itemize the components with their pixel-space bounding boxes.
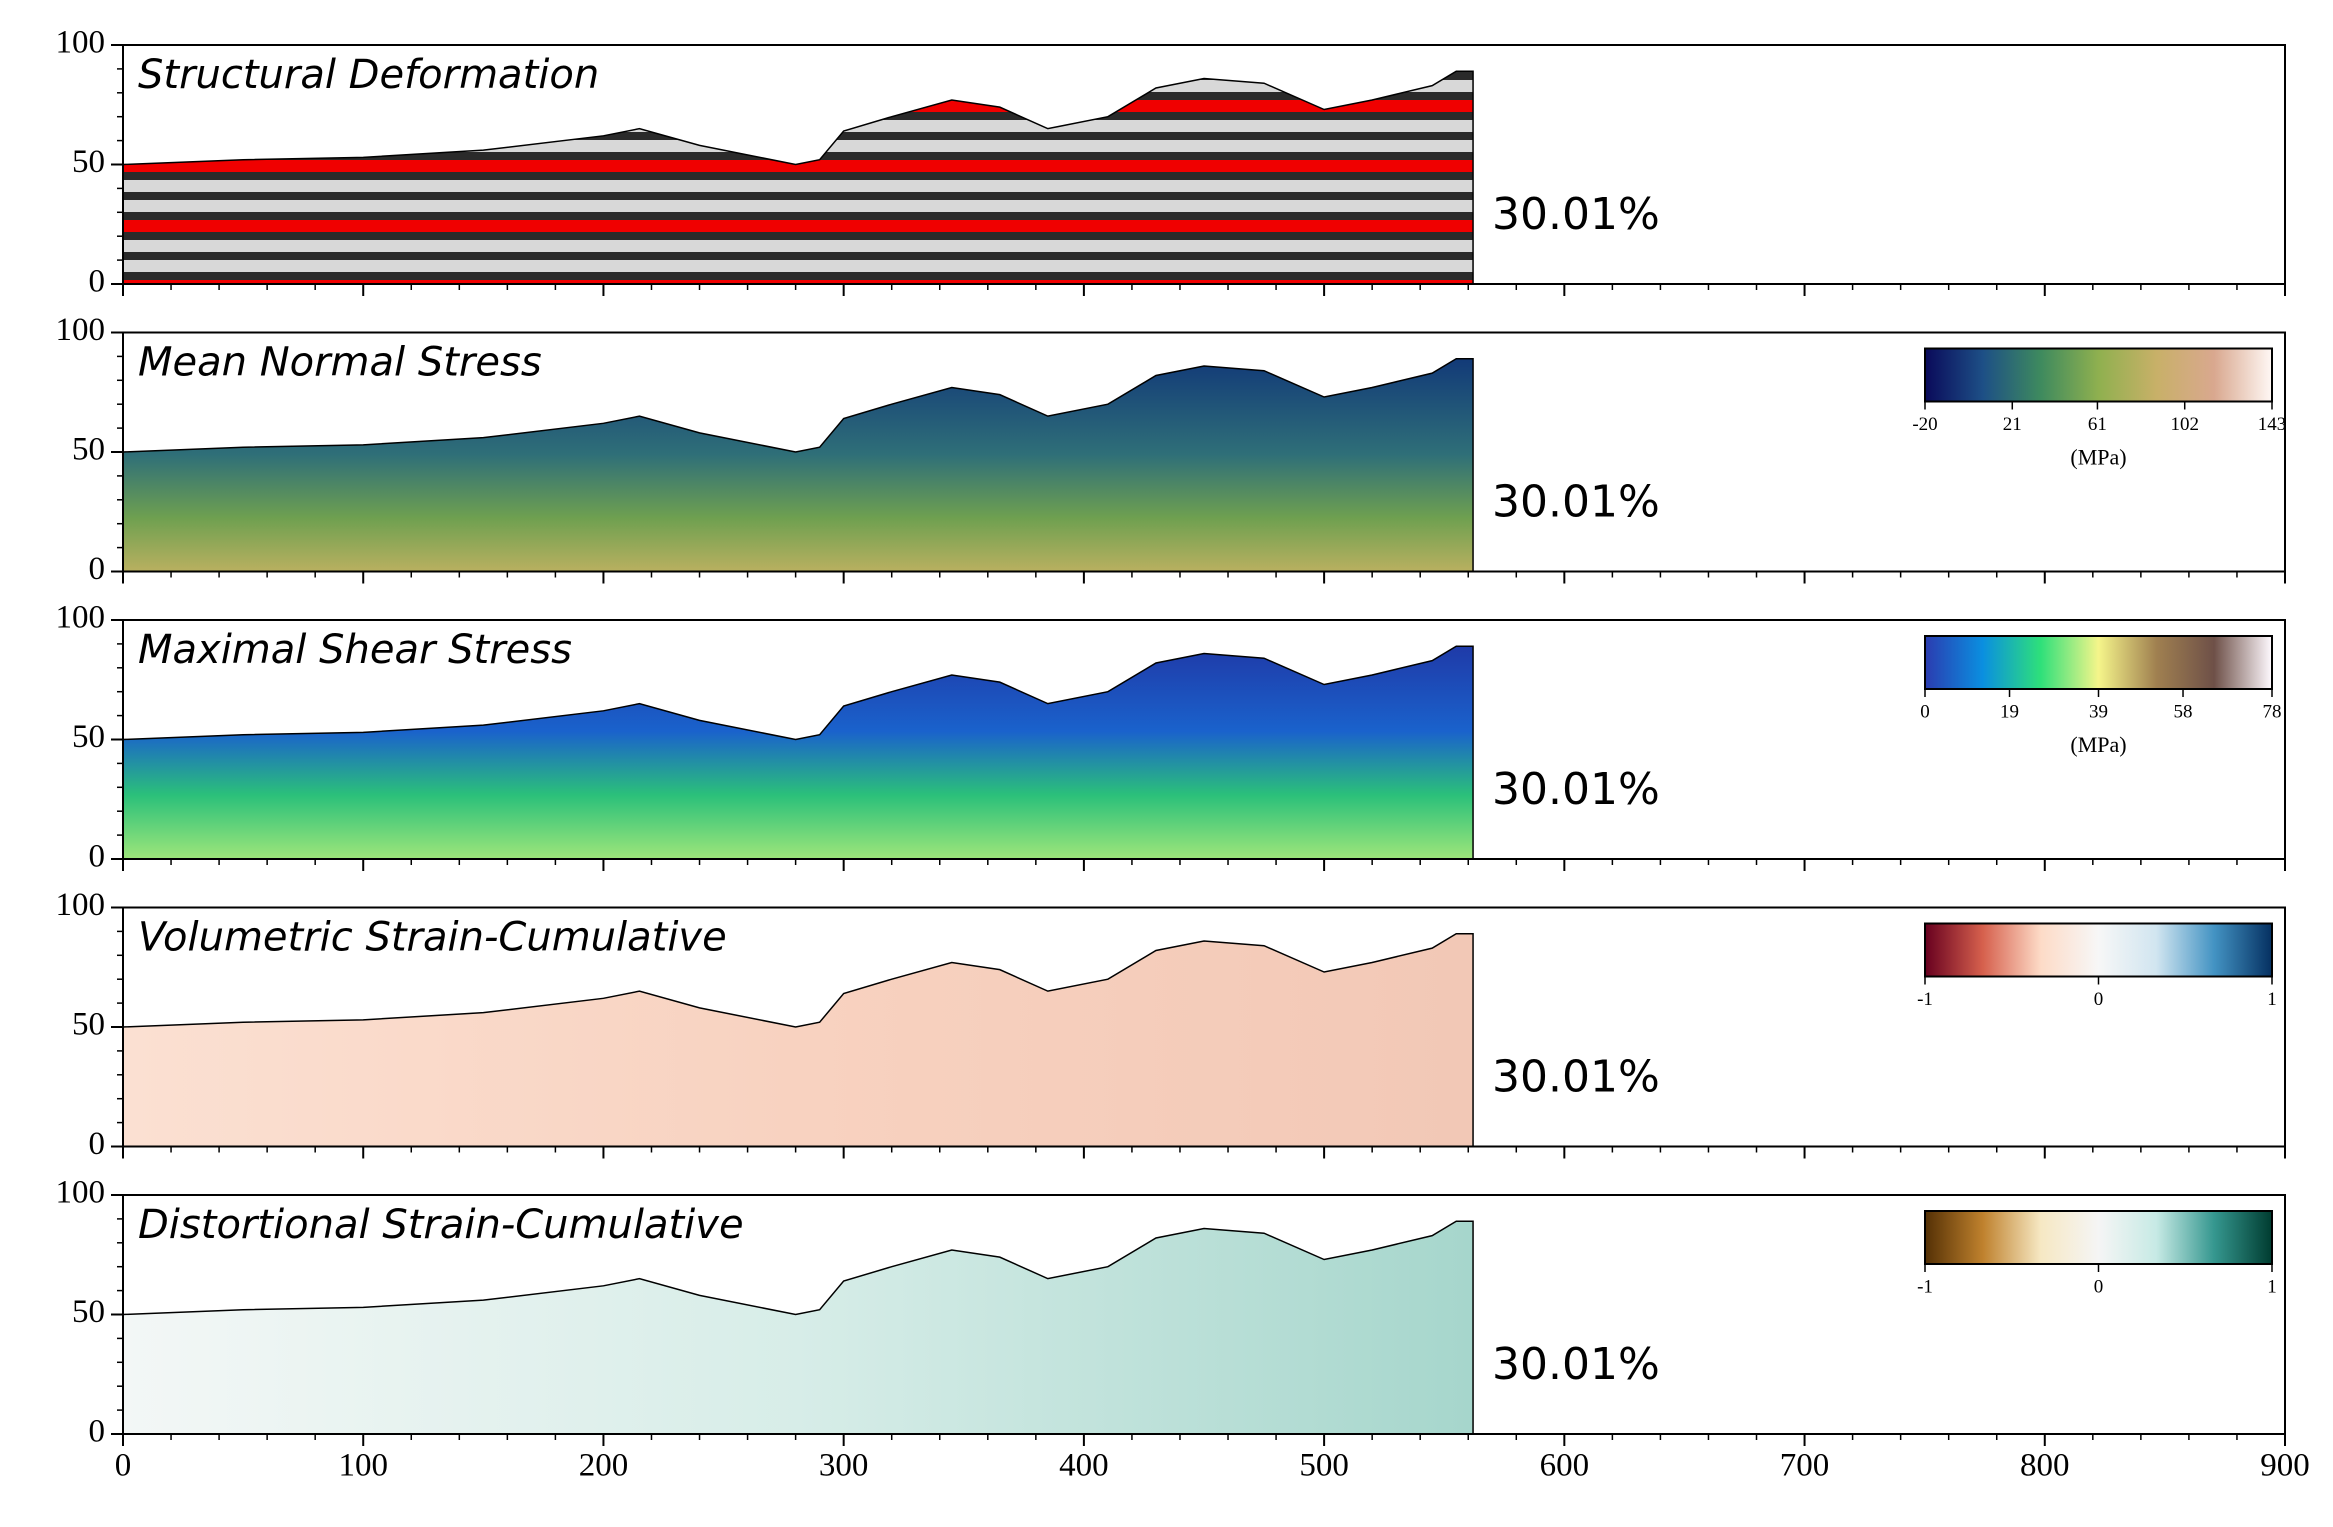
- colorbar-label: (MPa): [2070, 445, 2126, 470]
- x-tick-label: 500: [1299, 1448, 1349, 1484]
- y-tick-label: 100: [56, 1175, 106, 1211]
- y-tick-label: 100: [56, 25, 106, 61]
- y-tick-label: 50: [72, 1294, 105, 1330]
- colorbar-tick-label: 61: [2088, 414, 2107, 435]
- colorbar: [1924, 635, 2273, 690]
- colorbar: [1924, 922, 2273, 978]
- x-tick-label: 900: [2260, 1448, 2310, 1484]
- x-tick-label: 700: [1780, 1448, 1830, 1484]
- x-tick-label: 0: [115, 1448, 132, 1484]
- colorbar-tick-label: 21: [2003, 414, 2022, 435]
- colorbar-tick-label: 58: [2174, 701, 2193, 722]
- colorbar-tick-label: 143: [2258, 414, 2287, 435]
- field-area: [122, 358, 1474, 573]
- x-tick-label: 100: [338, 1448, 388, 1484]
- colorbar-tick-label: 39: [2089, 701, 2108, 722]
- y-tick-label: 100: [56, 600, 106, 636]
- panel-title: Maximal Shear Stress: [138, 627, 572, 673]
- y-tick-label: 0: [89, 264, 106, 300]
- colorbar-tick-label: 0: [2094, 989, 2104, 1010]
- y-tick-label: 50: [72, 432, 105, 468]
- y-tick-label: 0: [89, 1414, 106, 1450]
- colorbar-tick-label: -20: [1912, 414, 1937, 435]
- field-area: [122, 70, 1474, 285]
- panel-title: Structural Deformation: [138, 52, 599, 98]
- colorbar-label: (MPa): [2070, 732, 2126, 757]
- time-annotation: 30.01%: [1492, 189, 1660, 240]
- y-tick-label: 50: [72, 1007, 105, 1043]
- colorbar-tick-label: 0: [2094, 1276, 2104, 1297]
- colorbar-tick-label: 1: [2267, 989, 2277, 1010]
- time-annotation: 30.01%: [1492, 1339, 1660, 1390]
- colorbar: [1924, 347, 2273, 403]
- y-tick-label: 0: [89, 839, 106, 875]
- y-tick-label: 100: [56, 312, 106, 348]
- y-tick-label: 50: [72, 719, 105, 755]
- field-area: [122, 1220, 1474, 1435]
- x-tick-label: 200: [579, 1448, 629, 1484]
- y-tick-label: 0: [89, 551, 106, 587]
- colorbar-tick-label: 102: [2170, 414, 2199, 435]
- y-tick-label: 0: [89, 1126, 106, 1162]
- y-tick-label: 50: [72, 144, 105, 180]
- colorbar-tick-label: -1: [1917, 989, 1933, 1010]
- colorbar-tick-label: -1: [1917, 1276, 1933, 1297]
- x-tick-label: 300: [819, 1448, 869, 1484]
- x-tick-label: 400: [1059, 1448, 1109, 1484]
- field-area: [122, 645, 1474, 860]
- colorbar-tick-label: 1: [2267, 1276, 2277, 1297]
- x-tick-label: 600: [1540, 1448, 1590, 1484]
- field-area: [122, 933, 1474, 1148]
- time-annotation: 30.01%: [1492, 477, 1660, 528]
- colorbar-tick-label: 78: [2263, 701, 2282, 722]
- time-annotation: 30.01%: [1492, 1052, 1660, 1103]
- panel-title: Mean Normal Stress: [138, 340, 542, 386]
- y-tick-label: 100: [56, 887, 106, 923]
- panel-title: Volumetric Strain-Cumulative: [138, 915, 727, 961]
- panel-title: Distortional Strain-Cumulative: [138, 1202, 744, 1248]
- colorbar: [1924, 1210, 2273, 1265]
- colorbar-tick-label: 0: [1920, 701, 1930, 722]
- colorbar-tick-label: 19: [2000, 701, 2019, 722]
- time-annotation: 30.01%: [1492, 764, 1660, 815]
- x-tick-label: 800: [2020, 1448, 2070, 1484]
